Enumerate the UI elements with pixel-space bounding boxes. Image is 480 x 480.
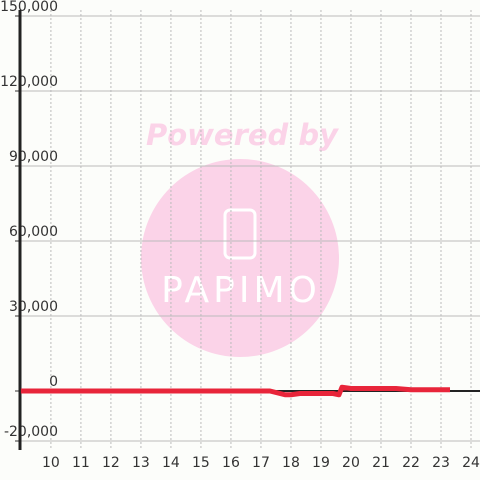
- x-tick-label: 17: [252, 455, 270, 471]
- x-tick-label: 18: [282, 455, 300, 471]
- x-tick-label: 10: [42, 455, 60, 471]
- x-tick-label: 16: [222, 455, 240, 471]
- x-tick-label: 13: [132, 455, 150, 471]
- x-tick-label: 19: [312, 455, 330, 471]
- y-tick-label: 30,000: [9, 299, 58, 315]
- x-tick-label: 11: [72, 455, 90, 471]
- x-tick-label: 24: [462, 455, 480, 471]
- y-tick-label: 60,000: [9, 224, 58, 240]
- y-tick-label: 90,000: [9, 149, 58, 165]
- watermark-caption: Powered by: [146, 118, 339, 152]
- x-tick-label: 15: [192, 455, 210, 471]
- x-tick-label: 23: [432, 455, 450, 471]
- y-tick-label: 0: [49, 374, 58, 390]
- x-tick-label: 12: [102, 455, 120, 471]
- y-tick-label: 150,000: [0, 0, 58, 15]
- x-tick-label: 20: [342, 455, 360, 471]
- y-tick-label: -20,000: [4, 424, 58, 440]
- watermark-phone: [223, 208, 257, 260]
- line-series: [20, 384, 450, 398]
- y-tick-label: 120,000: [0, 74, 58, 90]
- x-tick-label: 14: [162, 455, 180, 471]
- watermark-logo: PAPIMO: [161, 270, 321, 311]
- x-tick-label: 22: [402, 455, 420, 471]
- x-tick-label: 21: [372, 455, 390, 471]
